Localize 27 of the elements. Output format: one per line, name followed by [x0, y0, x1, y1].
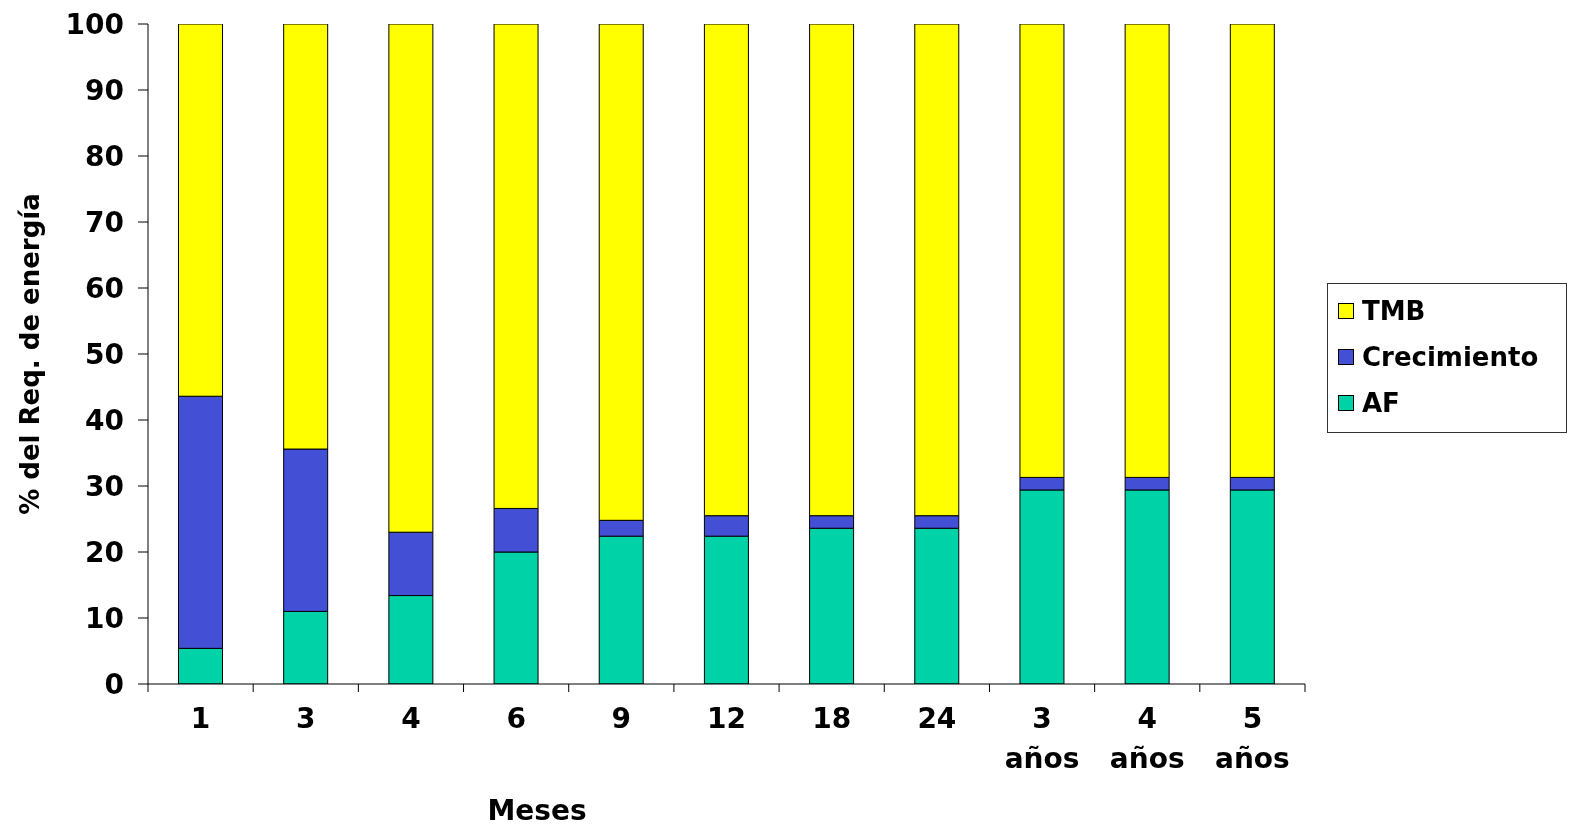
x-tick-label: 12	[707, 702, 746, 735]
legend-label: AF	[1362, 388, 1400, 418]
x-axis-title: Meses	[487, 794, 587, 827]
y-tick-label: 0	[104, 667, 124, 701]
x-tick-label: 3 años	[1004, 702, 1080, 775]
x-tick-label: 5 años	[1215, 702, 1290, 775]
x-tick-label: 4 años	[1109, 702, 1185, 775]
x-tick-label: 4	[401, 702, 421, 735]
x-tick-label: 3	[296, 702, 316, 735]
legend-label: Crecimiento	[1362, 342, 1539, 372]
y-tick-label: 90	[85, 73, 124, 107]
legend-label: TMB	[1362, 296, 1426, 326]
x-tick-label: 24	[917, 702, 957, 735]
x-tick-label: 1	[190, 702, 211, 735]
x-tick-label: 18	[812, 702, 852, 735]
y-tick-label: 50	[85, 337, 124, 371]
y-tick-label: 20	[85, 535, 124, 569]
y-tick-label: 40	[85, 403, 124, 437]
y-axis-title: % del Req. de energía	[15, 193, 45, 515]
x-tick-label: 6	[506, 702, 526, 735]
y-tick-label: 100	[65, 7, 124, 41]
y-tick-label: 30	[85, 469, 124, 503]
x-tick-label: 9	[611, 702, 632, 735]
y-tick-label: 80	[85, 139, 124, 173]
y-tick-label: 70	[85, 205, 124, 239]
y-tick-label: 60	[85, 271, 124, 305]
y-tick-label: 10	[85, 601, 124, 635]
